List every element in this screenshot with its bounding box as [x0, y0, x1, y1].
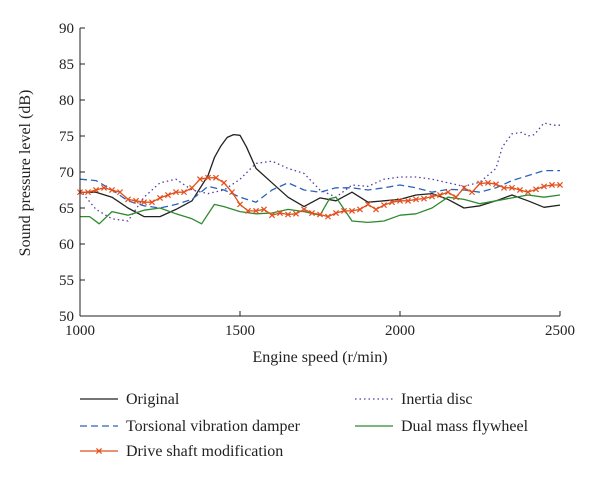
- legend-item-drive-shaft-modification: Drive shaft modification: [80, 443, 283, 460]
- legend-item-torsional-vibration-damper: Torsional vibration damper: [80, 418, 301, 435]
- x-tick-label: 2000: [385, 323, 415, 339]
- y-axis-title: Sound pressure level (dB): [17, 90, 34, 257]
- series-line-dual-mass-flywheel: [80, 195, 560, 224]
- data-point: [469, 190, 474, 195]
- legend-label: Original: [126, 391, 180, 408]
- x-tick-label: 2500: [545, 323, 575, 339]
- y-tick-label: 90: [59, 21, 74, 37]
- plot-area: 50 55 60 65 70 75 80 85 90 1000 1500 2000 2500: [59, 21, 575, 339]
- legend: Original Torsional vibration damper Inerti…: [80, 391, 529, 460]
- legend-label: Dual mass flywheel: [401, 418, 529, 435]
- legend-item-inertia-disc: Inertia disc: [355, 391, 473, 408]
- legend-label: Torsional vibration damper: [126, 418, 301, 435]
- series-dual-mass-flywheel: [80, 195, 560, 224]
- legend-label: Drive shaft modification: [126, 443, 283, 460]
- line-chart: 5055606570758085901000 1500 2000 2500 Engin…: [0, 0, 600, 479]
- y-tick-label: 75: [59, 129, 74, 145]
- axes-layer: [80, 28, 560, 316]
- data-point: [237, 202, 242, 207]
- series-drive-shaft-modification: [77, 175, 562, 219]
- data-point: [189, 185, 194, 190]
- y-tick-label: 70: [59, 165, 74, 181]
- ticks-layer: 50 55 60 65 70 75 80 85 90 1000 1500 2000 2500: [59, 21, 575, 339]
- y-tick-label: 55: [59, 273, 74, 289]
- legend-label: Inertia disc: [401, 391, 473, 408]
- y-tick-label: 65: [59, 201, 74, 217]
- y-tick-label: 60: [59, 237, 74, 253]
- legend-item-original: Original: [80, 391, 180, 408]
- data-point: [373, 207, 378, 212]
- data-point: [453, 195, 458, 200]
- x-tick-label: 1500: [225, 323, 255, 339]
- legend-item-dual-mass-flywheel: Dual mass flywheel: [355, 418, 529, 435]
- x-axis-title: Engine speed (r/min): [252, 349, 387, 366]
- y-tick-label: 85: [59, 57, 74, 73]
- x-tick-label: 1000: [65, 323, 95, 339]
- y-tick-label: 80: [59, 93, 74, 109]
- series-layer: [77, 123, 562, 224]
- data-point: [221, 180, 226, 185]
